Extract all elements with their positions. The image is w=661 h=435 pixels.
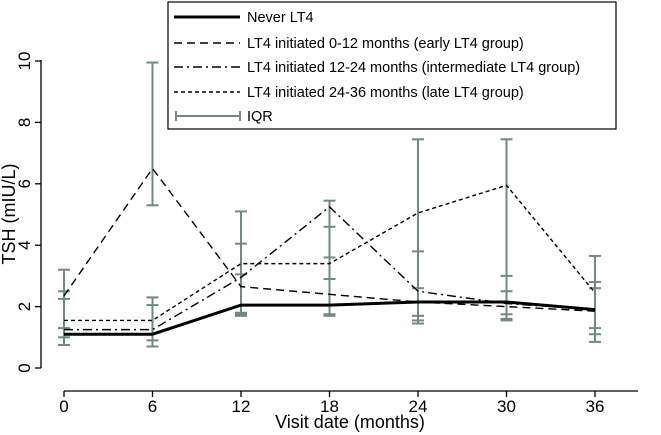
legend-label: LT4 initiated 0-12 months (early LT4 gro… xyxy=(247,36,524,52)
legend-box xyxy=(167,1,617,130)
x-tick-label: 30 xyxy=(497,397,516,416)
y-tick-label: 2 xyxy=(15,302,34,311)
y-tick-label: 0 xyxy=(15,363,34,372)
legend-label: LT4 initiated 12-24 months (intermediate… xyxy=(247,60,580,76)
y-tick-label: 10 xyxy=(15,52,34,71)
legend-label: LT4 initiated 24-36 months (late LT4 gro… xyxy=(247,85,524,101)
x-tick-label: 36 xyxy=(586,397,605,416)
series-line-1 xyxy=(64,300,596,336)
x-tick-label: 18 xyxy=(320,397,339,416)
legend-label-iqr: IQR xyxy=(247,109,273,125)
legend-item-iqr: IQR xyxy=(175,109,273,125)
y-tick-label: 6 xyxy=(15,179,34,188)
series-lines xyxy=(63,167,596,336)
x-tick-label: 0 xyxy=(59,397,68,416)
series-line-2 xyxy=(63,167,596,312)
iqr-bar xyxy=(323,277,336,316)
legend-label: Never LT4 xyxy=(247,10,314,26)
y-tick-label: 4 xyxy=(15,240,34,249)
series-line-4 xyxy=(64,184,596,322)
legend-item: LT4 initiated 12-24 months (intermediate… xyxy=(174,60,580,76)
legend-item: LT4 initiated 0-12 months (early LT4 gro… xyxy=(174,36,524,52)
x-axis-title: Visit date (months) xyxy=(275,412,425,432)
iqr-error-bars xyxy=(58,61,601,348)
legend-item: Never LT4 xyxy=(174,10,314,26)
iqr-bar xyxy=(58,297,70,330)
legend-item: LT4 initiated 24-36 months (late LT4 gro… xyxy=(174,85,524,101)
legend: Never LT4 LT4 initiated 0-12 months (earl… xyxy=(167,1,617,130)
y-tick-label: 8 xyxy=(15,118,34,127)
iqr-bar xyxy=(146,61,159,207)
x-tick-label: 6 xyxy=(148,397,157,416)
y-axis-title: TSH (mIU/L) xyxy=(0,164,19,265)
axes xyxy=(40,60,638,392)
series-line-3 xyxy=(64,205,596,331)
x-tick-label: 12 xyxy=(232,397,251,416)
x-tick-label: 24 xyxy=(409,397,428,416)
